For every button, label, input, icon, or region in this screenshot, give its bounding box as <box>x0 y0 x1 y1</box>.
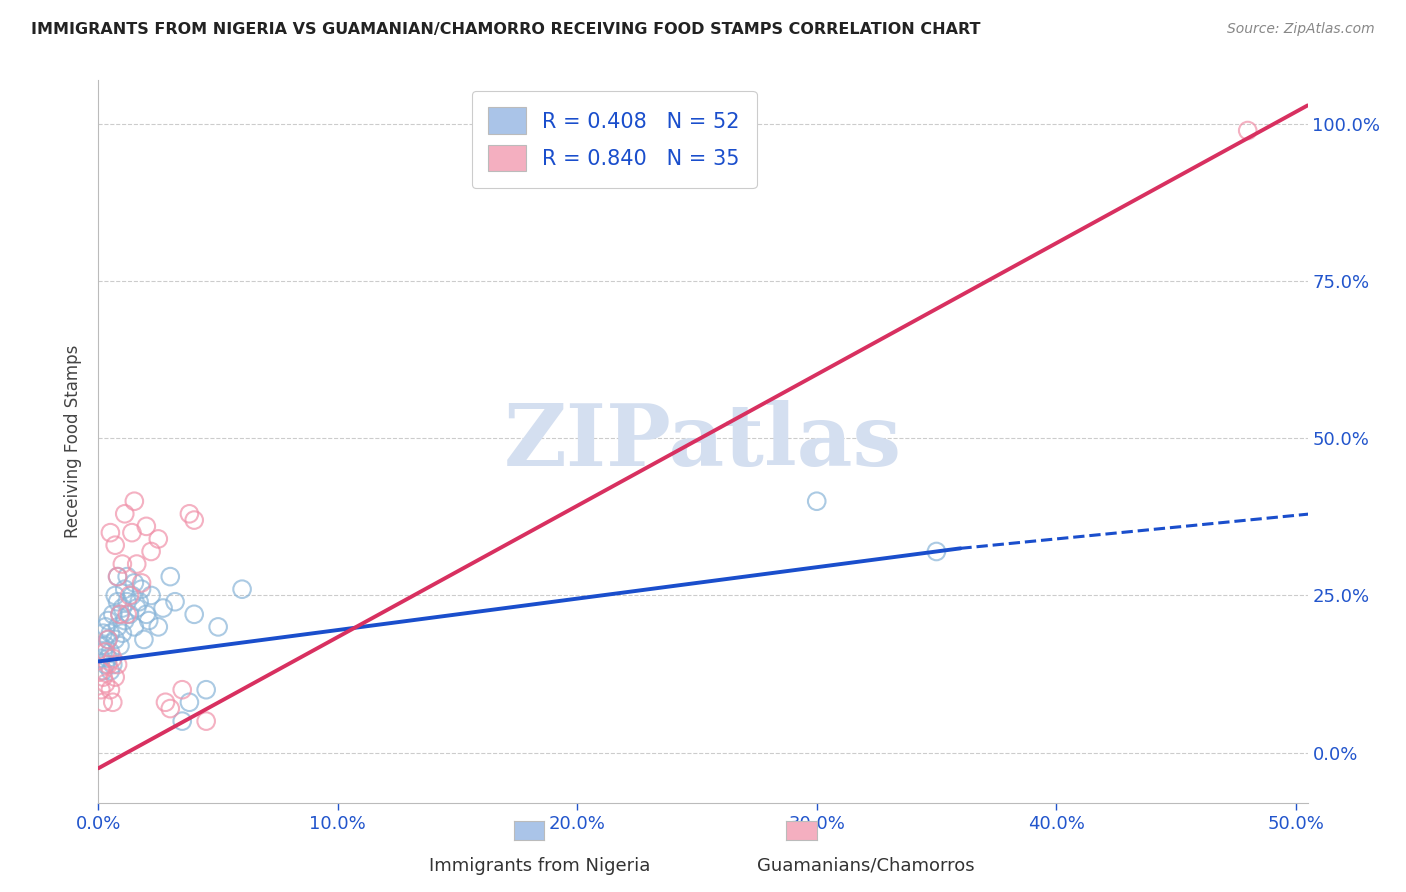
Point <box>172 714 194 728</box>
Point <box>124 620 146 634</box>
Point <box>163 595 186 609</box>
Point <box>90 651 112 665</box>
Point <box>107 595 129 609</box>
Point <box>114 614 136 628</box>
Point <box>114 582 136 597</box>
Point <box>128 595 150 609</box>
Point <box>159 701 181 715</box>
Point <box>100 664 122 678</box>
Point <box>101 607 124 622</box>
Point <box>118 607 141 622</box>
Point <box>94 639 117 653</box>
Point <box>111 626 134 640</box>
Point <box>97 657 120 672</box>
Point <box>138 614 160 628</box>
Point <box>108 639 131 653</box>
Point <box>101 657 124 672</box>
Point <box>101 651 124 665</box>
Point <box>148 620 170 634</box>
Point <box>195 682 218 697</box>
Point <box>107 569 129 583</box>
Point <box>100 525 122 540</box>
Point <box>94 620 117 634</box>
Y-axis label: Receiving Food Stamps: Receiving Food Stamps <box>65 345 83 538</box>
Point <box>125 557 148 571</box>
Point <box>91 664 114 678</box>
Point <box>115 569 138 583</box>
Point <box>135 519 157 533</box>
Point <box>183 513 205 527</box>
Point <box>135 607 157 622</box>
Point <box>124 494 146 508</box>
Point <box>91 695 114 709</box>
Point <box>114 507 136 521</box>
Point <box>100 682 122 697</box>
Point <box>94 657 117 672</box>
Point <box>90 682 112 697</box>
Point <box>139 544 162 558</box>
Point <box>91 626 114 640</box>
Point <box>118 589 141 603</box>
Point <box>107 620 129 634</box>
Point <box>94 676 117 690</box>
Point <box>925 544 948 558</box>
Text: Source: ZipAtlas.com: Source: ZipAtlas.com <box>1227 22 1375 37</box>
Point <box>131 582 153 597</box>
Point <box>107 569 129 583</box>
Point <box>101 695 124 709</box>
Legend: R = 0.408   N = 52, R = 0.840   N = 35: R = 0.408 N = 52, R = 0.840 N = 35 <box>471 91 756 188</box>
Point <box>90 639 112 653</box>
Point <box>104 538 127 552</box>
Point <box>172 682 194 697</box>
Point <box>152 601 174 615</box>
Point <box>100 626 122 640</box>
Point <box>97 614 120 628</box>
Point <box>131 575 153 590</box>
Point <box>91 645 114 659</box>
Point <box>231 582 253 597</box>
Point <box>207 620 229 634</box>
Point <box>104 670 127 684</box>
Point <box>195 714 218 728</box>
Point <box>97 651 120 665</box>
Point <box>159 569 181 583</box>
Point <box>155 695 177 709</box>
Point <box>1236 123 1258 137</box>
Point <box>104 589 127 603</box>
Point <box>107 657 129 672</box>
Point <box>97 632 120 647</box>
Text: Guamanians/Chamorros: Guamanians/Chamorros <box>758 857 974 875</box>
Point <box>90 664 112 678</box>
Point <box>108 607 131 622</box>
Point <box>806 494 828 508</box>
Text: ZIPatlas: ZIPatlas <box>503 400 903 483</box>
Point <box>179 695 201 709</box>
Point <box>132 632 155 647</box>
Point <box>125 601 148 615</box>
Point <box>104 632 127 647</box>
Point <box>111 557 134 571</box>
Text: IMMIGRANTS FROM NIGERIA VS GUAMANIAN/CHAMORRO RECEIVING FOOD STAMPS CORRELATION : IMMIGRANTS FROM NIGERIA VS GUAMANIAN/CHA… <box>31 22 980 37</box>
Point <box>179 507 201 521</box>
Text: Immigrants from Nigeria: Immigrants from Nigeria <box>429 857 651 875</box>
Point <box>124 575 146 590</box>
Point <box>115 595 138 609</box>
Point <box>100 645 122 659</box>
Point <box>121 525 143 540</box>
Point <box>139 589 162 603</box>
Point <box>148 532 170 546</box>
Point <box>111 601 134 615</box>
Point <box>115 607 138 622</box>
Point <box>97 632 120 647</box>
Point <box>108 607 131 622</box>
Point <box>183 607 205 622</box>
Point <box>94 645 117 659</box>
Point <box>121 589 143 603</box>
Point <box>91 670 114 684</box>
